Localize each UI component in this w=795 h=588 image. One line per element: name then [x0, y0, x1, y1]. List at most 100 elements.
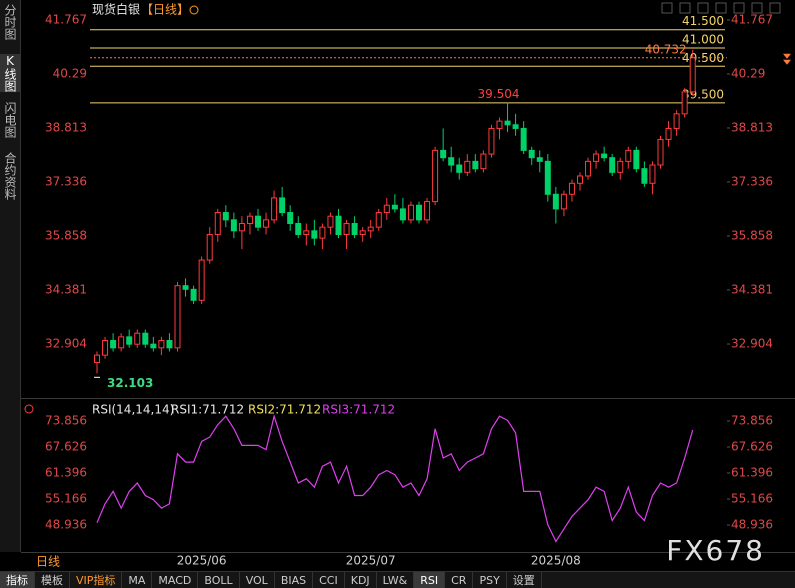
candle-body: [609, 157, 616, 173]
chart-title: 现货白银: [92, 2, 140, 17]
price-level-label: 41.500: [682, 14, 724, 28]
rsi-line: [96, 413, 694, 543]
bottom-tab[interactable]: VIP指标: [70, 572, 123, 588]
y-tick-label: 38.813: [731, 120, 773, 134]
candle-body: [528, 149, 535, 159]
bottom-tab[interactable]: 设置: [507, 572, 542, 588]
bottom-tab[interactable]: CCI: [313, 572, 345, 588]
panel-divider: [21, 552, 795, 553]
candle-body: [383, 204, 390, 214]
side-tab[interactable]: 合约资料: [3, 152, 17, 200]
candle-body: [448, 157, 455, 166]
candle-body: [560, 193, 567, 210]
candle-body: [343, 223, 350, 235]
y-tick-label: 48.936: [45, 518, 87, 532]
indicator-title: RSI(14,14,14): [92, 403, 174, 417]
y-tick-label: 61.396: [731, 466, 773, 480]
bottom-tab[interactable]: LW&: [377, 572, 415, 588]
bottom-tab[interactable]: BIAS: [275, 572, 314, 588]
candle-body: [593, 153, 600, 162]
legend-entry: RSI2:71.712: [248, 403, 321, 417]
bottom-tab[interactable]: BOLL: [198, 572, 240, 588]
candle-body: [303, 230, 310, 235]
candle-body: [263, 219, 270, 228]
candle-body: [150, 343, 157, 349]
candle-body: [158, 340, 165, 349]
bottom-tab[interactable]: MACD: [152, 572, 199, 588]
candle-body: [424, 201, 431, 221]
bottom-tab[interactable]: RSI: [414, 572, 446, 588]
bottom-tab[interactable]: CR: [445, 572, 474, 588]
y-tick-label: 37.336: [45, 174, 87, 188]
y-tick-label: 40.29: [53, 66, 87, 80]
bottom-tab[interactable]: KDJ: [345, 572, 377, 588]
y-tick-label: 55.166: [731, 492, 773, 506]
x-tick-label: 2025/08: [531, 554, 581, 568]
panel-divider: [21, 398, 795, 399]
candle-body: [649, 164, 656, 184]
bottom-tab[interactable]: MA: [122, 572, 153, 588]
indicator-icon[interactable]: [24, 404, 34, 414]
y-tick-label: 73.856: [45, 414, 87, 428]
y-tick-label: 32.904: [45, 337, 87, 351]
candle-body: [601, 153, 608, 159]
y-tick-label: 40.29: [731, 66, 765, 80]
y-tick-label: 38.813: [45, 120, 87, 134]
candle-body: [94, 354, 100, 363]
y-tick-label: 32.904: [731, 337, 773, 351]
side-tab[interactable]: 分时图: [3, 4, 17, 40]
candle-body: [512, 124, 519, 129]
y-tick-label: 34.381: [45, 283, 87, 297]
candle-body: [496, 120, 503, 129]
candle-body: [102, 340, 109, 356]
candle-body: [319, 226, 326, 239]
bottom-tabs: 指标 模板 VIP指标 MA MACD BOLL VOL BIAS CCI KDJ LW& RSI CR…: [0, 571, 795, 588]
candle-body: [246, 215, 253, 225]
y-tick-label: 37.336: [731, 174, 773, 188]
y-tick-label: 73.856: [731, 414, 773, 428]
candle-body: [255, 215, 261, 228]
y-tick-label: 35.858: [45, 229, 87, 243]
candle-body: [416, 204, 422, 221]
last-price-label: 40.732: [645, 42, 687, 56]
candle-body: [295, 223, 302, 235]
candle-body: [480, 153, 487, 170]
add-icon[interactable]: [189, 5, 199, 15]
y-tick-label: 61.396: [45, 466, 87, 480]
candle-body: [206, 233, 213, 261]
candle-body: [472, 160, 479, 170]
y-tick-label: 48.936: [731, 518, 773, 532]
candle-body: [657, 138, 664, 166]
candle-body: [351, 223, 358, 235]
price-level-label: 41.000: [682, 33, 724, 47]
watermark: FX678: [666, 534, 765, 567]
bottom-tab[interactable]: 指标: [0, 572, 35, 588]
candle-body: [238, 223, 245, 232]
y-tick-label: 41.767: [731, 12, 773, 26]
x-tick-label: 2025/06: [177, 554, 227, 568]
candle-body: [335, 215, 342, 235]
candle-body: [214, 212, 221, 235]
candle-body: [271, 197, 278, 221]
side-tab[interactable]: 闪电图: [3, 102, 17, 138]
candle-body: [399, 208, 406, 221]
bottom-tab[interactable]: VOL: [240, 572, 275, 588]
period-label: 日线: [36, 555, 60, 569]
candle-body: [464, 160, 471, 173]
candle-body: [367, 226, 374, 232]
candle-body: [134, 332, 141, 345]
candle-body: [617, 160, 624, 173]
side-tab[interactable]: K线图: [0, 54, 20, 92]
candle-body: [222, 212, 229, 221]
candle-body: [577, 175, 583, 184]
high-price-label: 39.504: [478, 87, 520, 101]
bottom-tab[interactable]: 模板: [35, 572, 70, 588]
candle-body: [504, 120, 511, 126]
legend-entry: RSI3:71.712: [322, 403, 395, 417]
chart: 现货白银 【日线】 RSI(14,14,14) 日线 FX678 32.904 3…: [21, 2, 795, 569]
candle-body: [182, 285, 189, 290]
candle-body: [585, 160, 592, 177]
bottom-tab[interactable]: PSY: [473, 572, 507, 588]
candle-body: [327, 215, 334, 228]
candle-body: [198, 259, 205, 301]
